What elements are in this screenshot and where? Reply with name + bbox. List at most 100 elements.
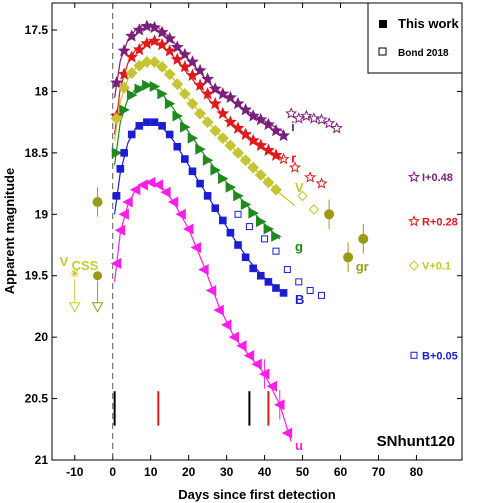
data-point-g — [210, 164, 221, 176]
y-tick-label: 20 — [35, 330, 49, 344]
data-point-B — [143, 118, 151, 126]
data-point-gr — [358, 233, 369, 244]
data-point-i — [231, 96, 245, 110]
band-label-V: V — [295, 180, 304, 195]
band-label-r: r — [291, 151, 296, 166]
data-point-V — [110, 112, 123, 125]
data-point-u — [243, 350, 255, 362]
band-label-i: i — [291, 119, 295, 134]
data-point-r — [246, 133, 260, 147]
data-point-u — [205, 284, 217, 296]
bond2018-point-i — [292, 112, 305, 124]
data-point-i — [178, 47, 192, 61]
data-point-u — [118, 208, 129, 220]
data-point-i — [132, 23, 146, 36]
data-point-g — [255, 216, 267, 228]
data-point-i — [193, 63, 207, 77]
data-point-B — [116, 165, 125, 173]
data-point-i — [254, 112, 268, 126]
band-label-u: u — [295, 438, 303, 453]
data-point-r — [193, 78, 207, 91]
data-point-B — [165, 130, 174, 139]
x-tick-label: 80 — [410, 465, 424, 479]
x-tick-label: 60 — [334, 465, 348, 479]
data-point-i — [186, 55, 199, 68]
x-axis-label: Days since first detection — [178, 487, 336, 502]
data-point-V — [186, 97, 199, 110]
data-point-gr — [343, 252, 354, 263]
data-point-u — [183, 223, 194, 235]
data-point-g — [142, 79, 153, 91]
data-point-r — [254, 138, 268, 152]
data-point-g — [195, 143, 206, 155]
vcss-label-sub: CSS — [72, 258, 99, 273]
bond2018-point-i — [307, 112, 320, 124]
data-point-r — [261, 143, 275, 156]
data-point-i — [110, 76, 123, 89]
data-point-gr — [92, 197, 103, 208]
data-point-r — [231, 121, 245, 134]
bond2018-point-i — [330, 121, 343, 134]
bond2018-point-i — [285, 107, 298, 119]
data-point-r — [239, 127, 253, 140]
bond2018-point-r — [288, 161, 301, 173]
offset-marker — [407, 170, 421, 183]
data-point-B — [264, 278, 273, 286]
data-point-V — [178, 87, 191, 100]
data-point-V — [216, 132, 229, 145]
x-tick-label: 10 — [144, 465, 158, 479]
data-point-B — [173, 142, 182, 151]
data-point-g — [271, 230, 282, 242]
data-point-B — [158, 122, 166, 130]
data-point-B — [226, 228, 235, 237]
data-point-B — [234, 241, 242, 249]
y-tick-label: 18.5 — [25, 146, 49, 160]
x-tick-label: 40 — [258, 465, 272, 479]
data-point-V — [232, 146, 244, 159]
x-tick-label: 20 — [182, 465, 196, 479]
data-point-i — [148, 20, 161, 34]
data-point-i — [117, 44, 131, 57]
legend-label-this-work: This work — [398, 16, 459, 31]
y-axis-label: Apparent magnitude — [2, 168, 17, 294]
y-tick-label: 18 — [35, 84, 49, 98]
data-point-i — [269, 124, 283, 137]
data-point-g — [180, 121, 191, 133]
data-point-i — [239, 103, 253, 116]
data-point-r — [223, 115, 237, 128]
bond2018-point-V — [308, 204, 320, 215]
data-point-u — [228, 331, 240, 343]
offset-marker — [407, 215, 421, 227]
data-point-B — [127, 130, 136, 139]
data-point-r — [208, 96, 222, 110]
offset-label: I+0.48 — [422, 172, 453, 184]
data-point-B — [112, 192, 121, 200]
vcss-star — [71, 269, 79, 277]
y-tick-label: 19 — [35, 207, 49, 221]
legend-marker-this-work — [379, 20, 387, 28]
legend-marker-bond-2018 — [378, 47, 387, 56]
x-tick-label: -10 — [66, 465, 84, 479]
data-point-i — [155, 25, 169, 38]
data-point-gr — [324, 209, 335, 220]
data-point-V — [148, 56, 161, 68]
data-point-g — [233, 190, 244, 202]
data-point-i — [140, 19, 154, 32]
data-point-u — [152, 179, 164, 191]
data-point-r — [201, 87, 215, 100]
data-point-i — [163, 31, 177, 45]
data-point-u — [175, 208, 186, 220]
data-point-V — [262, 176, 275, 189]
data-point-u — [167, 196, 179, 208]
data-point-g — [187, 132, 199, 144]
data-point-u — [220, 319, 232, 331]
data-point-B — [150, 118, 159, 126]
bond2018-point-r — [315, 177, 328, 189]
data-point-B — [241, 253, 250, 262]
data-point-V — [171, 78, 184, 91]
band-label-B: B — [295, 292, 304, 307]
data-point-V — [118, 81, 131, 94]
data-point-g — [248, 207, 259, 219]
data-point-r — [132, 42, 146, 56]
